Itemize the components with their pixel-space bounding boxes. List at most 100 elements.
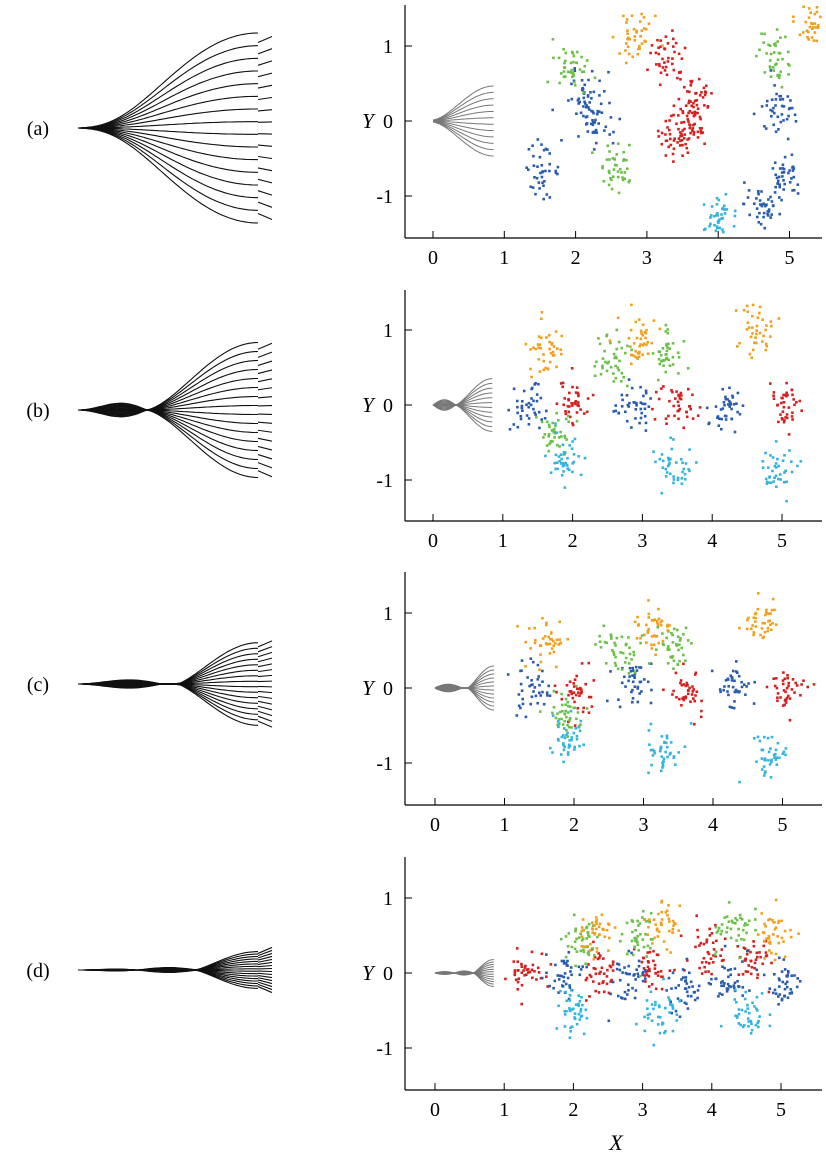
scatter-point (667, 463, 671, 466)
scatter-point (527, 148, 531, 151)
x-tick-label: 1 (499, 247, 509, 269)
scatter-point (519, 414, 523, 418)
scatter-point (548, 694, 552, 697)
scatter-point (543, 417, 547, 420)
scatter-point (668, 399, 671, 403)
scatter-point (533, 626, 536, 630)
scatter-point (591, 931, 594, 934)
filament-tip (257, 700, 273, 705)
scatter-point (588, 935, 591, 938)
scatter-point (567, 420, 570, 423)
scatter-point (603, 935, 607, 939)
scatter-point (633, 685, 637, 688)
scatter-point (691, 393, 694, 397)
scatter-point (773, 476, 776, 479)
scatter-point (593, 932, 597, 935)
scatter-point (795, 985, 799, 989)
scatter-point (562, 975, 566, 979)
scatter-point (783, 703, 786, 707)
scatter-point (735, 660, 738, 663)
scatter-point (789, 99, 792, 102)
scatter-point (617, 191, 621, 195)
scatter-point (605, 928, 609, 932)
scatter-point (529, 647, 532, 650)
scatter-point (773, 464, 777, 468)
scatter-point (661, 466, 665, 469)
scatter-point (620, 380, 623, 383)
scatter-point (593, 76, 597, 80)
scatter-point (664, 1030, 667, 1033)
scatter-point (618, 359, 621, 363)
scatter-point (602, 980, 605, 983)
scatter-point (641, 353, 644, 357)
scatter-point (610, 178, 613, 182)
scatter-point (564, 697, 568, 701)
scatter-point (606, 144, 609, 148)
plot-filament-line (432, 111, 494, 122)
scatter-point (614, 409, 617, 413)
scatter-point (661, 764, 665, 767)
scatter-point (577, 394, 580, 398)
scatter-point (750, 965, 754, 969)
scatter-point (579, 1010, 582, 1013)
scatter-point (755, 1007, 758, 1010)
scatter-point (634, 978, 637, 981)
scatter-point (707, 962, 711, 965)
scatter-point (677, 137, 681, 140)
scatter-point (729, 968, 732, 971)
scatter-point (746, 618, 749, 622)
scatter-point (557, 643, 560, 646)
scatter-point (724, 395, 727, 399)
plot-filament-line (432, 121, 494, 151)
scatter-point (691, 985, 694, 988)
scatter-point (672, 689, 675, 693)
scatter-point (635, 401, 638, 405)
scatter-point (550, 637, 553, 641)
scatter-point (718, 417, 721, 420)
scatter-point (631, 930, 634, 934)
scatter-point (516, 411, 519, 415)
scatter-point (545, 621, 548, 625)
scatter-point (672, 756, 676, 759)
scatter-point (751, 1001, 754, 1005)
filament-tip (257, 710, 273, 717)
scatter-point (781, 163, 785, 167)
scatter-point (663, 47, 667, 51)
scatter-point (745, 304, 749, 308)
scatter-point (654, 923, 657, 926)
scatter-point (628, 972, 631, 976)
scatter-point (747, 964, 750, 967)
scatter-point (614, 655, 617, 659)
scatter-point (766, 736, 770, 740)
scatter-point (670, 389, 673, 392)
scatter-point (667, 145, 670, 149)
scatter-point (569, 1026, 572, 1030)
scatter-point (756, 933, 760, 936)
scatter-point (584, 682, 587, 686)
scatter-point (562, 742, 565, 745)
scatter-point (756, 607, 760, 611)
scatter-point (574, 693, 578, 697)
scatter-point (733, 690, 737, 694)
scatter-point (570, 973, 573, 977)
scatter-point (668, 929, 671, 933)
scatter-point (613, 158, 616, 161)
scatter-point (562, 962, 566, 965)
scatter-point (573, 80, 576, 84)
scatter-point (683, 46, 687, 50)
plot-filament-line (432, 404, 493, 413)
scatter-point (677, 356, 681, 359)
scatter-point (652, 1007, 655, 1011)
scatter-point (725, 915, 729, 918)
scatter-point (566, 70, 570, 74)
scatter-point (672, 147, 676, 151)
scatter-point (706, 106, 709, 109)
scatter-point (777, 76, 781, 79)
scatter-point (746, 949, 749, 953)
scatter-point (750, 1028, 754, 1032)
scatter-point (778, 196, 781, 199)
scatter-point (746, 196, 750, 199)
scatter-point (656, 626, 660, 629)
scatter-point (671, 390, 674, 394)
scatter-point (638, 421, 641, 425)
